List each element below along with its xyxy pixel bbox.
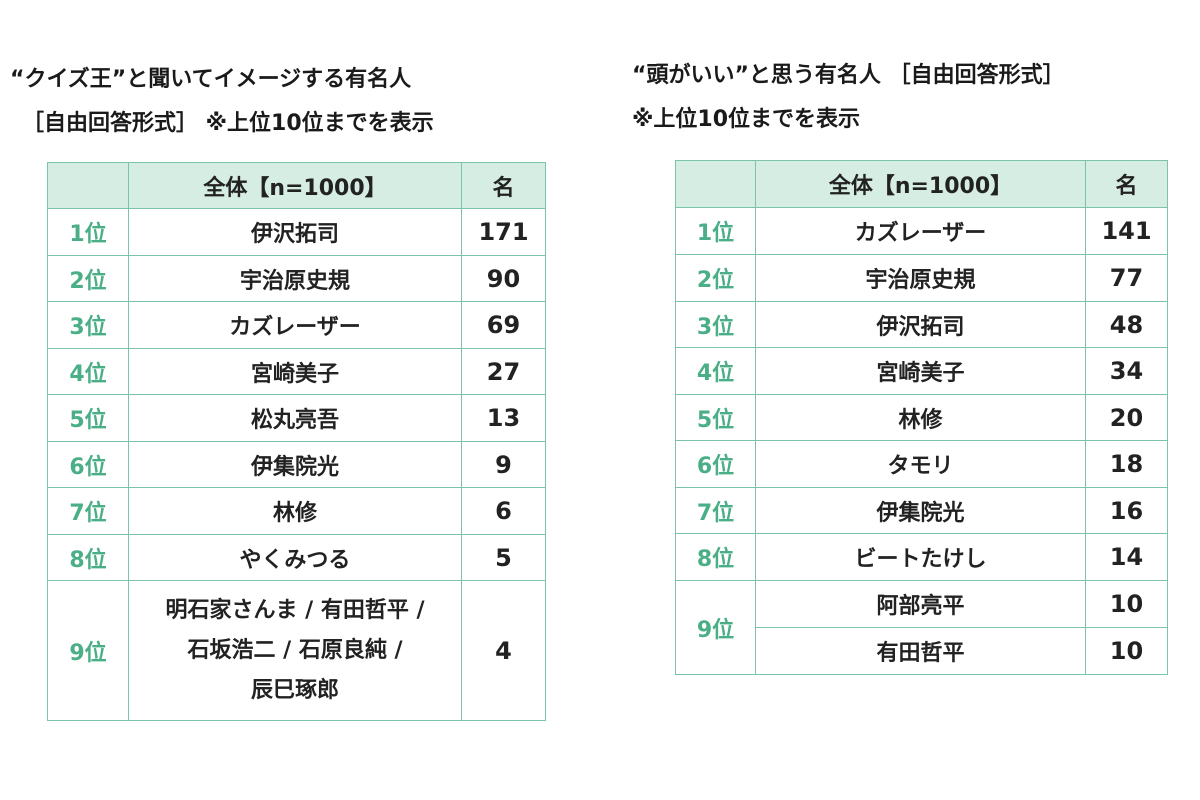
count-cell: 16 (1085, 487, 1168, 534)
left-title-line1: “クイズ王”と聞いてイメージする有名人 (10, 67, 412, 92)
count-cell: 27 (461, 348, 546, 395)
name-line: 明石家さんま / 有田哲平 / (165, 597, 425, 623)
table-row: 8位 やくみつる 5 (47, 534, 546, 581)
table-header-row: 全体【n=1000】 名 (47, 162, 546, 209)
count-cell: 13 (461, 394, 546, 442)
count-cell: 10 (1085, 627, 1168, 675)
header-count: 名 (1085, 160, 1168, 208)
rank-cell: 5位 (675, 394, 756, 441)
rank-cell: 5位 (47, 394, 129, 442)
header-rank (675, 160, 756, 208)
count-cell: 4 (461, 580, 546, 721)
table-row: 4位 宮崎美子 27 (47, 348, 546, 395)
name-line: 石坂浩二 / 石原良純 / (187, 637, 403, 663)
table-row: 5位 松丸亮吾 13 (47, 394, 546, 442)
count-cell: 9 (461, 441, 546, 488)
count-cell: 14 (1085, 533, 1168, 581)
table-row: 1位 カズレーザー 141 (675, 207, 1168, 255)
rank-cell: 4位 (47, 348, 129, 395)
name-cell: 宇治原史規 (128, 255, 462, 302)
rank-cell: 8位 (47, 534, 129, 581)
table-row: 2位 宇治原史規 77 (675, 254, 1168, 302)
count-cell: 20 (1085, 394, 1168, 441)
name-cell: ビートたけし (755, 533, 1086, 581)
table-row: 6位 タモリ 18 (675, 440, 1168, 488)
name-cell: 伊集院光 (128, 441, 462, 488)
count-cell: 141 (1085, 207, 1168, 255)
rank-cell: 1位 (47, 208, 129, 256)
table-row: 5位 林修 20 (675, 394, 1168, 441)
header-count: 名 (461, 162, 546, 209)
rank-cell: 7位 (675, 487, 756, 534)
name-cell: カズレーザー (755, 207, 1086, 255)
rank-cell: 3位 (47, 301, 129, 349)
name-cell: やくみつる (128, 534, 462, 581)
table-row: 9位 明石家さんま / 有田哲平 / 石坂浩二 / 石原良純 / 辰巳琢郎 4 (47, 580, 546, 721)
count-cell: 34 (1085, 347, 1168, 395)
count-cell: 18 (1085, 440, 1168, 488)
rank-cell: 2位 (47, 255, 129, 302)
name-cell: 宇治原史規 (755, 254, 1086, 302)
name-cell: 明石家さんま / 有田哲平 / 石坂浩二 / 石原良純 / 辰巳琢郎 (128, 580, 462, 721)
table-row: 8位 ビートたけし 14 (675, 533, 1168, 581)
table-row: 3位 カズレーザー 69 (47, 301, 546, 349)
name-cell: 林修 (128, 487, 462, 535)
rank-cell: 1位 (675, 207, 756, 255)
header-name: 全体【n=1000】 (755, 160, 1086, 208)
rank-cell: 4位 (675, 347, 756, 395)
rank-cell: 8位 (675, 533, 756, 581)
table-row: 1位 伊沢拓司 171 (47, 208, 546, 256)
name-cell: 阿部亮平 (755, 580, 1086, 628)
rank-cell: 6位 (675, 440, 756, 488)
table-row: 2位 宇治原史規 90 (47, 255, 546, 302)
count-cell: 5 (461, 534, 546, 581)
header-name: 全体【n=1000】 (128, 162, 462, 209)
rank-cell: 7位 (47, 487, 129, 535)
table-row: 9位 阿部亮平 10 (675, 580, 1168, 675)
table-row: 7位 伊集院光 16 (675, 487, 1168, 534)
name-cell: 有田哲平 (755, 627, 1086, 675)
name-cell: 伊沢拓司 (755, 301, 1086, 348)
name-cell: 松丸亮吾 (128, 394, 462, 442)
table-row: 4位 宮崎美子 34 (675, 347, 1168, 395)
count-cell: 10 (1085, 580, 1168, 628)
name-cell: 宮崎美子 (755, 347, 1086, 395)
name-cell: 伊集院光 (755, 487, 1086, 534)
rank-cell: 2位 (675, 254, 756, 302)
count-cell: 48 (1085, 301, 1168, 348)
table-row: 7位 林修 6 (47, 487, 546, 535)
rank-cell: 6位 (47, 441, 129, 488)
name-cell: タモリ (755, 440, 1086, 488)
name-cell: 林修 (755, 394, 1086, 441)
count-cell: 90 (461, 255, 546, 302)
count-cell: 69 (461, 301, 546, 349)
count-cell: 6 (461, 487, 546, 535)
rank-cell: 9位 (47, 580, 129, 721)
table-row: 有田哲平 10 (676, 627, 1168, 675)
count-cell: 77 (1085, 254, 1168, 302)
header-rank (47, 162, 129, 209)
rank-cell: 3位 (675, 301, 756, 348)
table-row: 3位 伊沢拓司 48 (675, 301, 1168, 348)
table-header-row: 全体【n=1000】 名 (675, 160, 1168, 208)
name-cell: 宮崎美子 (128, 348, 462, 395)
name-line: 辰巳琢郎 (250, 677, 339, 703)
name-cell: カズレーザー (128, 301, 462, 349)
name-cell: 伊沢拓司 (128, 208, 462, 256)
right-title-line2: ※上位10位までを表示 (632, 107, 861, 132)
count-cell: 171 (461, 208, 546, 256)
left-ranking-table: 全体【n=1000】 名 1位 伊沢拓司 171 2位 宇治原史規 90 3位 … (47, 162, 546, 721)
right-title-line1: “頭がいい”と思う有名人 ［自由回答形式］ (632, 63, 1065, 88)
table-row: 6位 伊集院光 9 (47, 441, 546, 488)
rank-cell: 9位 (675, 580, 756, 675)
left-title-line2: ［自由回答形式］ ※上位10位までを表示 (22, 111, 434, 136)
right-ranking-table: 全体【n=1000】 名 1位 カズレーザー 141 2位 宇治原史規 77 3… (675, 160, 1168, 675)
